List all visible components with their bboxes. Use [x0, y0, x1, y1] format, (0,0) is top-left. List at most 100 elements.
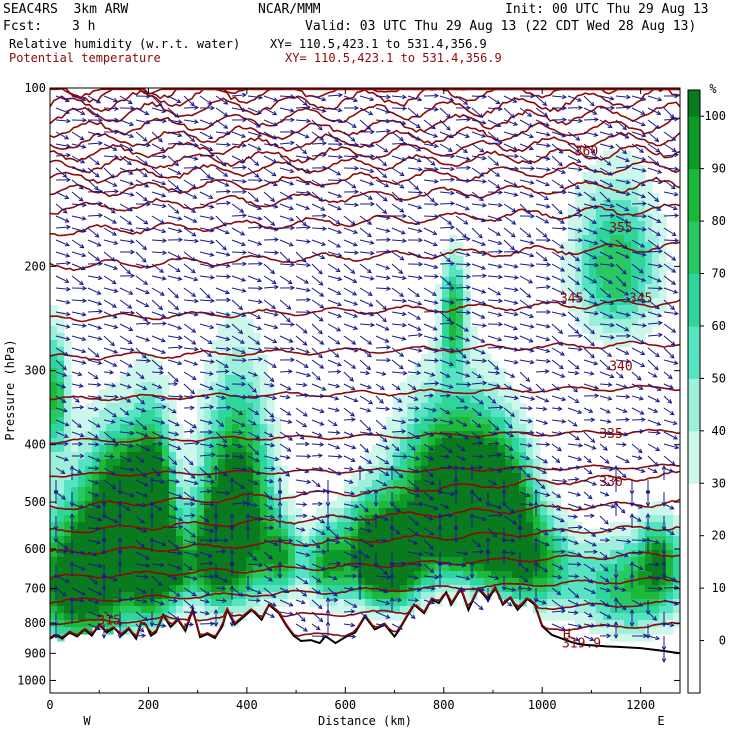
rh-cell	[449, 403, 457, 411]
wind-vector	[119, 227, 134, 232]
rh-cell	[659, 529, 667, 537]
rh-cell	[50, 417, 58, 425]
rh-cell	[491, 410, 499, 418]
rh-cell	[141, 396, 149, 404]
wind-vector	[87, 287, 101, 295]
wind-vector-head	[575, 280, 580, 286]
theta-contour-line	[50, 498, 680, 534]
rh-cell	[337, 536, 345, 544]
rh-cell	[225, 599, 233, 607]
rh-cell	[148, 452, 156, 460]
rh-cell	[64, 480, 72, 488]
rh-cell	[533, 480, 541, 488]
rh-cell	[127, 613, 135, 621]
wind-vector	[567, 143, 580, 153]
wind-vector	[167, 263, 181, 272]
rh-cell	[155, 368, 163, 376]
rh-cell	[253, 487, 261, 495]
wind-vector-head	[273, 324, 279, 330]
rh-cell	[92, 424, 100, 432]
rh-cell	[407, 564, 415, 572]
rh-cell	[274, 431, 282, 439]
rh-cell	[57, 508, 65, 516]
rh-cell	[260, 354, 268, 362]
rh-cell	[169, 557, 177, 565]
rh-cell	[610, 221, 618, 229]
wind-vector-head	[194, 238, 200, 244]
wind-vector	[183, 143, 198, 147]
wind-vector	[615, 227, 630, 232]
rh-cell	[428, 501, 436, 509]
rh-cell	[204, 585, 212, 593]
rh-cell	[435, 424, 443, 432]
rh-cell	[176, 452, 184, 460]
wind-vector	[167, 131, 182, 137]
wind-vector	[231, 203, 244, 213]
wind-vector	[247, 395, 260, 398]
wind-vector	[615, 106, 631, 109]
rh-cell	[57, 487, 65, 495]
wind-vector-head	[64, 135, 70, 140]
wind-vector-head	[157, 101, 163, 107]
rh-cell	[351, 599, 359, 607]
rh-cell	[519, 473, 527, 481]
wind-vector	[279, 179, 294, 185]
rh-cell	[372, 592, 380, 600]
wind-vector	[103, 299, 117, 308]
wind-vector	[391, 299, 406, 302]
wind-vector	[391, 107, 407, 110]
wind-vector-head	[674, 93, 680, 99]
wind-vector-head	[465, 156, 471, 161]
rh-cell	[316, 585, 324, 593]
wind-vector-head	[194, 298, 199, 304]
rh-cell	[582, 543, 590, 551]
wind-vector-head	[673, 191, 679, 197]
rh-cell	[253, 606, 261, 614]
wind-vector	[87, 107, 100, 118]
wind-vector	[391, 359, 404, 370]
wind-vector-head	[367, 195, 373, 200]
rh-cell	[428, 403, 436, 411]
rh-cell	[589, 571, 597, 579]
wind-vector	[247, 226, 262, 229]
rh-cell	[638, 193, 646, 201]
wind-vector-head	[574, 316, 580, 322]
wind-vector-head	[269, 377, 275, 383]
wind-vector-head	[290, 140, 295, 146]
rh-cell	[183, 529, 191, 537]
wind-vector	[247, 383, 257, 393]
rh-cell	[267, 410, 275, 418]
wind-vector-head	[352, 291, 358, 296]
rh-cell	[407, 543, 415, 551]
rh-cell	[204, 382, 212, 390]
wind-vector-head	[367, 384, 372, 390]
rh-cell	[603, 613, 611, 621]
rh-cell	[631, 515, 639, 523]
rh-cell	[246, 319, 254, 327]
wind-vector	[551, 131, 566, 137]
wind-vector	[359, 335, 372, 345]
rh-cell	[393, 410, 401, 418]
wind-vector-head	[242, 261, 248, 267]
rh-cell	[218, 396, 226, 404]
wind-vector	[663, 263, 676, 273]
rh-cell	[449, 571, 457, 579]
rh-cell	[64, 529, 72, 537]
rh-cell	[568, 606, 576, 614]
rh-cell	[232, 536, 240, 544]
wind-vector	[183, 359, 198, 366]
rh-cell	[435, 571, 443, 579]
rh-cell	[232, 501, 240, 509]
rh-cell	[211, 529, 219, 537]
wind-vector-head	[319, 393, 325, 399]
wind-vector-head	[655, 352, 660, 358]
wind-vector	[535, 119, 549, 127]
rh-cell	[204, 431, 212, 439]
rh-cell	[190, 487, 198, 495]
rh-cell	[449, 333, 457, 341]
wind-vector-head	[97, 132, 103, 138]
rh-cell	[113, 620, 121, 628]
rh-cell	[57, 424, 65, 432]
rh-cell	[99, 431, 107, 439]
rh-cell	[148, 599, 156, 607]
